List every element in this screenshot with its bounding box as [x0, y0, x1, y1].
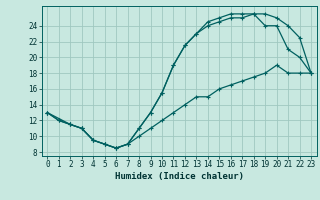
X-axis label: Humidex (Indice chaleur): Humidex (Indice chaleur) — [115, 172, 244, 181]
